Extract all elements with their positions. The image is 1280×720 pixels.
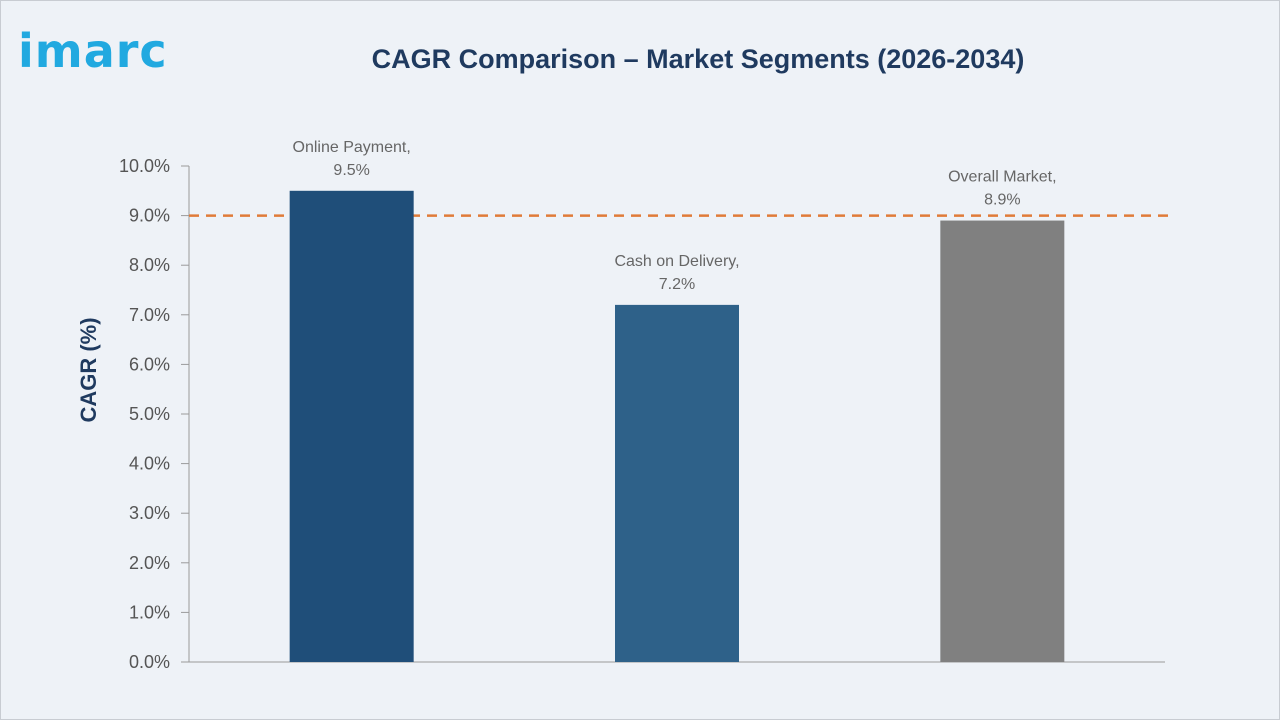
y-tick-label: 3.0%: [129, 503, 170, 523]
y-tick-label: 1.0%: [129, 602, 170, 622]
y-tick-label: 7.0%: [129, 305, 170, 325]
y-tick-label: 10.0%: [119, 156, 170, 176]
data-label-value: 8.9%: [984, 192, 1020, 209]
bars: [289, 190, 1065, 663]
data-label-category: Online Payment,: [293, 139, 411, 156]
imarc-logo: imarc: [18, 24, 168, 78]
data-label-category: Overall Market,: [948, 169, 1056, 186]
y-tick-label: 6.0%: [129, 354, 170, 374]
y-tick-label: 4.0%: [129, 454, 170, 474]
bar: [615, 304, 739, 662]
data-label-category: Cash on Delivery,: [614, 253, 739, 270]
bar: [289, 190, 414, 663]
data-labels: Online Payment, 9.5% Cash on Delivery, 7.2%…: [293, 139, 1057, 293]
bar: [940, 220, 1065, 662]
y-tick-label: 2.0%: [129, 553, 170, 573]
data-label-value: 7.2%: [659, 276, 695, 293]
axes: 0.0% 1.0% 2.0% 3.0% 4.0% 5.0% 6.0% 7.0% 8.0% 9.0%…: [119, 156, 1165, 672]
y-tick-label: 9.0%: [129, 206, 170, 226]
chart-title: CAGR Comparison – Market Segments (2026-…: [371, 44, 1025, 74]
data-label-value: 9.5%: [333, 162, 369, 179]
y-tick-label: 0.0%: [129, 652, 170, 672]
y-tick-label: 5.0%: [129, 404, 170, 424]
y-axis-label: CAGR (%): [76, 317, 101, 422]
y-tick-label: 8.0%: [129, 255, 170, 275]
